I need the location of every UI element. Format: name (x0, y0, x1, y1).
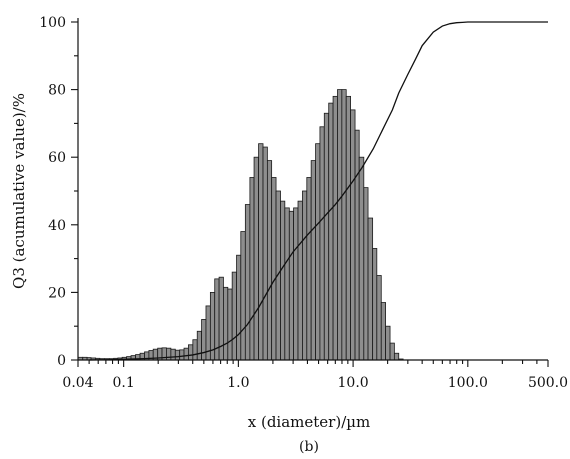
x-tick-label: 0.1 (113, 375, 135, 391)
histogram-bar (244, 204, 251, 361)
histogram-bar (302, 190, 308, 361)
histogram-bar (341, 89, 347, 361)
histogram-bar (389, 342, 395, 361)
histogram-bar (253, 156, 259, 361)
histogram-bar (183, 347, 189, 361)
histogram-bar (266, 160, 273, 361)
y-tick-label: 100 (39, 15, 66, 31)
histogram-bar (306, 177, 312, 361)
x-axis-title: x (diameter)/µm (248, 413, 370, 431)
histogram-bar (310, 160, 316, 361)
histogram-bar (223, 286, 229, 361)
histogram-bar (337, 89, 343, 361)
histogram-bar (315, 143, 321, 361)
histogram-bar (201, 319, 207, 361)
y-tick-label: 20 (48, 285, 66, 301)
histogram-bars (77, 89, 404, 361)
histogram-bar (323, 112, 330, 361)
x-tick-label: 10.0 (338, 375, 369, 391)
histogram-bar (372, 248, 378, 361)
histogram-bar (179, 349, 185, 361)
histogram-bar (345, 95, 351, 361)
x-tick-label: 500.0 (528, 375, 568, 391)
x-tick-label: 0.04 (62, 375, 93, 391)
figure-caption: (b) (299, 439, 319, 455)
histogram-bar (293, 207, 299, 361)
y-tick-label: 80 (48, 83, 66, 99)
histogram-bar (367, 217, 374, 361)
histogram-bar (192, 339, 198, 361)
histogram-bar (174, 349, 181, 361)
histogram-bar (280, 200, 286, 361)
tick-labels: 0 20 40 60 80 100 0.04 0.1 1.0 10.0 100.0 500.0 (39, 15, 568, 391)
histogram-bar (297, 200, 303, 361)
histogram-bar (332, 95, 338, 361)
histogram-bar (166, 347, 172, 361)
histogram-bar (358, 156, 365, 361)
histogram-bar (236, 254, 242, 361)
y-tick-label: 40 (48, 218, 66, 234)
y-axis-title: Q3 (acumulative value)/% (10, 93, 28, 289)
histogram-bar (240, 231, 246, 361)
histogram-bar (218, 276, 224, 361)
axes (77, 18, 548, 361)
histogram-bar (227, 288, 233, 361)
histogram-bar (350, 109, 356, 361)
cumulative-curve (89, 21, 548, 361)
histogram-bar (328, 102, 334, 361)
histogram-bar (380, 302, 387, 361)
histogram-bar (385, 325, 391, 361)
histogram-bar (288, 210, 294, 361)
histogram-bar (393, 352, 400, 361)
histogram-bar (258, 143, 264, 361)
histogram-bar (170, 348, 176, 361)
histogram-bar (354, 129, 360, 361)
y-tick-label: 0 (57, 353, 66, 369)
histogram-bar (188, 344, 194, 361)
histogram-bar (319, 126, 325, 361)
histogram-bar (262, 146, 268, 361)
histogram-bar (284, 207, 290, 361)
histogram-bar (196, 330, 202, 361)
histogram-bar (231, 271, 237, 361)
x-tick-label: 100.0 (448, 375, 488, 391)
histogram-bar (249, 177, 255, 361)
histogram-bar (363, 187, 369, 361)
histogram-bar (376, 275, 382, 361)
y-tick-label: 60 (48, 150, 66, 166)
x-tick-label: 1.0 (227, 375, 249, 391)
tick-marks (71, 21, 549, 367)
histogram-bar (271, 177, 277, 361)
